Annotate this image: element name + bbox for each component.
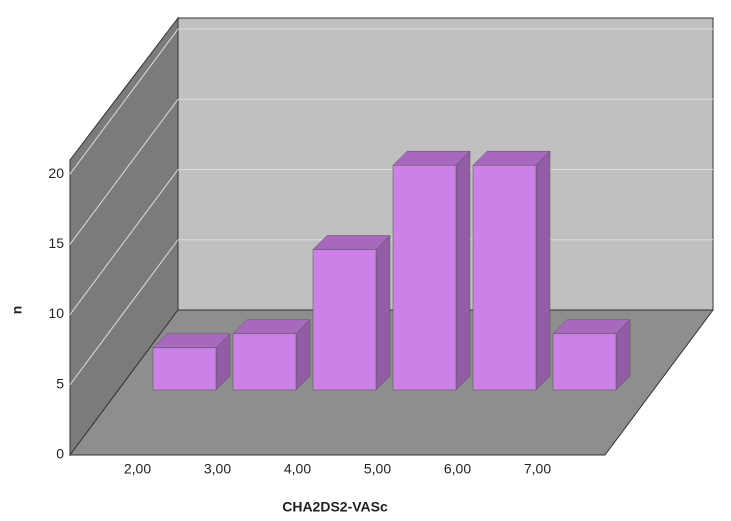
bar-top (552, 319, 631, 335)
bar-top (312, 235, 391, 250)
y-axis-title: n (9, 306, 25, 315)
bar (392, 164, 457, 391)
bars (152, 150, 631, 391)
grid-line (69, 239, 179, 386)
bar-side (455, 150, 471, 391)
bar-top (152, 333, 231, 349)
x-tick-label: 2,00 (124, 461, 151, 477)
bar-top (232, 319, 311, 335)
bar-side (535, 150, 551, 391)
bar (232, 333, 297, 391)
bar (312, 249, 377, 391)
x-tick-label: 5,00 (364, 461, 391, 477)
grid-line (69, 98, 179, 245)
y-tick-label: 5 (56, 375, 64, 391)
bar-top (392, 150, 471, 166)
x-tick-label: 7,00 (524, 461, 551, 477)
y-tick-label: 0 (56, 446, 64, 462)
grid-line (69, 169, 179, 315)
y-tick-label: 15 (48, 235, 64, 251)
floor (69, 309, 714, 456)
grid-line (69, 28, 179, 175)
bar-side (375, 234, 391, 391)
y-tick-label: 20 (48, 165, 64, 181)
bar (472, 164, 537, 391)
bar-top (472, 150, 551, 166)
x-tick-label: 6,00 (444, 461, 471, 477)
bar (152, 347, 217, 391)
bar (552, 333, 617, 391)
x-axis-title: CHA2DS2-VASc (282, 499, 388, 515)
x-tick-label: 4,00 (284, 461, 311, 477)
y-tick-label: 10 (48, 305, 64, 321)
x-tick-label: 3,00 (204, 461, 231, 477)
